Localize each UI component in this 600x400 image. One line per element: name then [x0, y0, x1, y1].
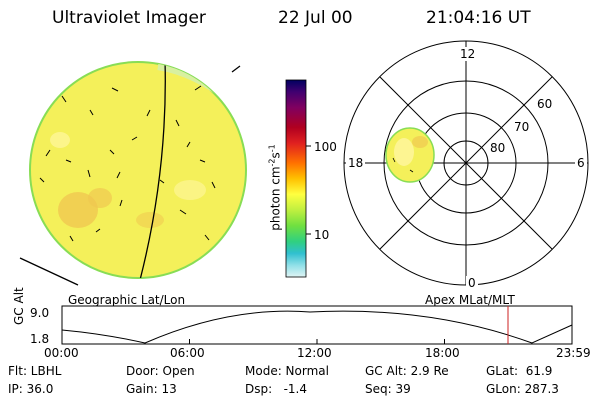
seq-info: Seq: 39 — [365, 382, 411, 396]
timeline-y-label: GC Alt — [12, 287, 26, 325]
gc-alt-info: GC Alt: 2.9 Re — [365, 364, 449, 378]
brightness-patch — [58, 192, 98, 228]
time-label: 21:04:16 UT — [426, 8, 531, 28]
mlt-label-0: 0 — [466, 276, 478, 290]
mlt-label-18: 18 — [346, 156, 366, 170]
mlat-label-60: 60 — [536, 97, 554, 111]
timeline-y-tick-max: 9.0 — [30, 306, 50, 320]
timeline-x-tick-2359: 23:59 — [556, 346, 591, 360]
filter-info: Flt: LBHL — [8, 364, 62, 378]
timeline-x-tick-0000: 00:00 — [44, 346, 79, 360]
mlt-label-12: 12 — [458, 47, 478, 61]
glon-info: GLon: 287.3 — [486, 382, 559, 396]
mlat-label-70: 70 — [513, 120, 531, 134]
timeline-x-tick-0600: 06:00 — [170, 346, 205, 360]
coastline-fragments — [39, 85, 225, 242]
mlat-label-80: 80 — [489, 141, 507, 155]
colorbar — [285, 79, 311, 278]
geographic-map-label: Geographic Lat/Lon — [68, 293, 186, 307]
timeline-x-tick-1200: 12:00 — [297, 346, 332, 360]
colorbar-unit-label: photon cm-2s-1 — [267, 144, 283, 231]
mlt-label-6: 6 — [575, 156, 587, 170]
auroral-oval-image — [385, 127, 435, 183]
gain-info: Gain: 13 — [126, 382, 177, 396]
timeline-y-tick-min: 1.8 — [30, 332, 50, 346]
date-label: 22 Jul 00 — [278, 8, 353, 28]
door-info: Door: Open — [126, 364, 195, 378]
apex-map-label: Apex MLat/MLT — [425, 293, 515, 307]
earth-disk — [29, 61, 247, 279]
altitude-curve — [61, 310, 573, 344]
colorbar-tick-10: 10 — [314, 228, 330, 242]
ip-info: IP: 36.0 — [8, 382, 54, 396]
glat-info: GLat: 61.9 — [486, 364, 553, 378]
app-title: Ultraviolet Imager — [52, 8, 206, 28]
terminator-line — [139, 62, 166, 278]
mode-info: Mode: Normal — [245, 364, 329, 378]
colorbar-tick-100: 100 — [314, 140, 337, 154]
dsp-info: Dsp: -1.4 — [245, 382, 308, 396]
dayside-limb-glow — [150, 62, 244, 120]
timeline-x-tick-1800: 18:00 — [425, 346, 460, 360]
